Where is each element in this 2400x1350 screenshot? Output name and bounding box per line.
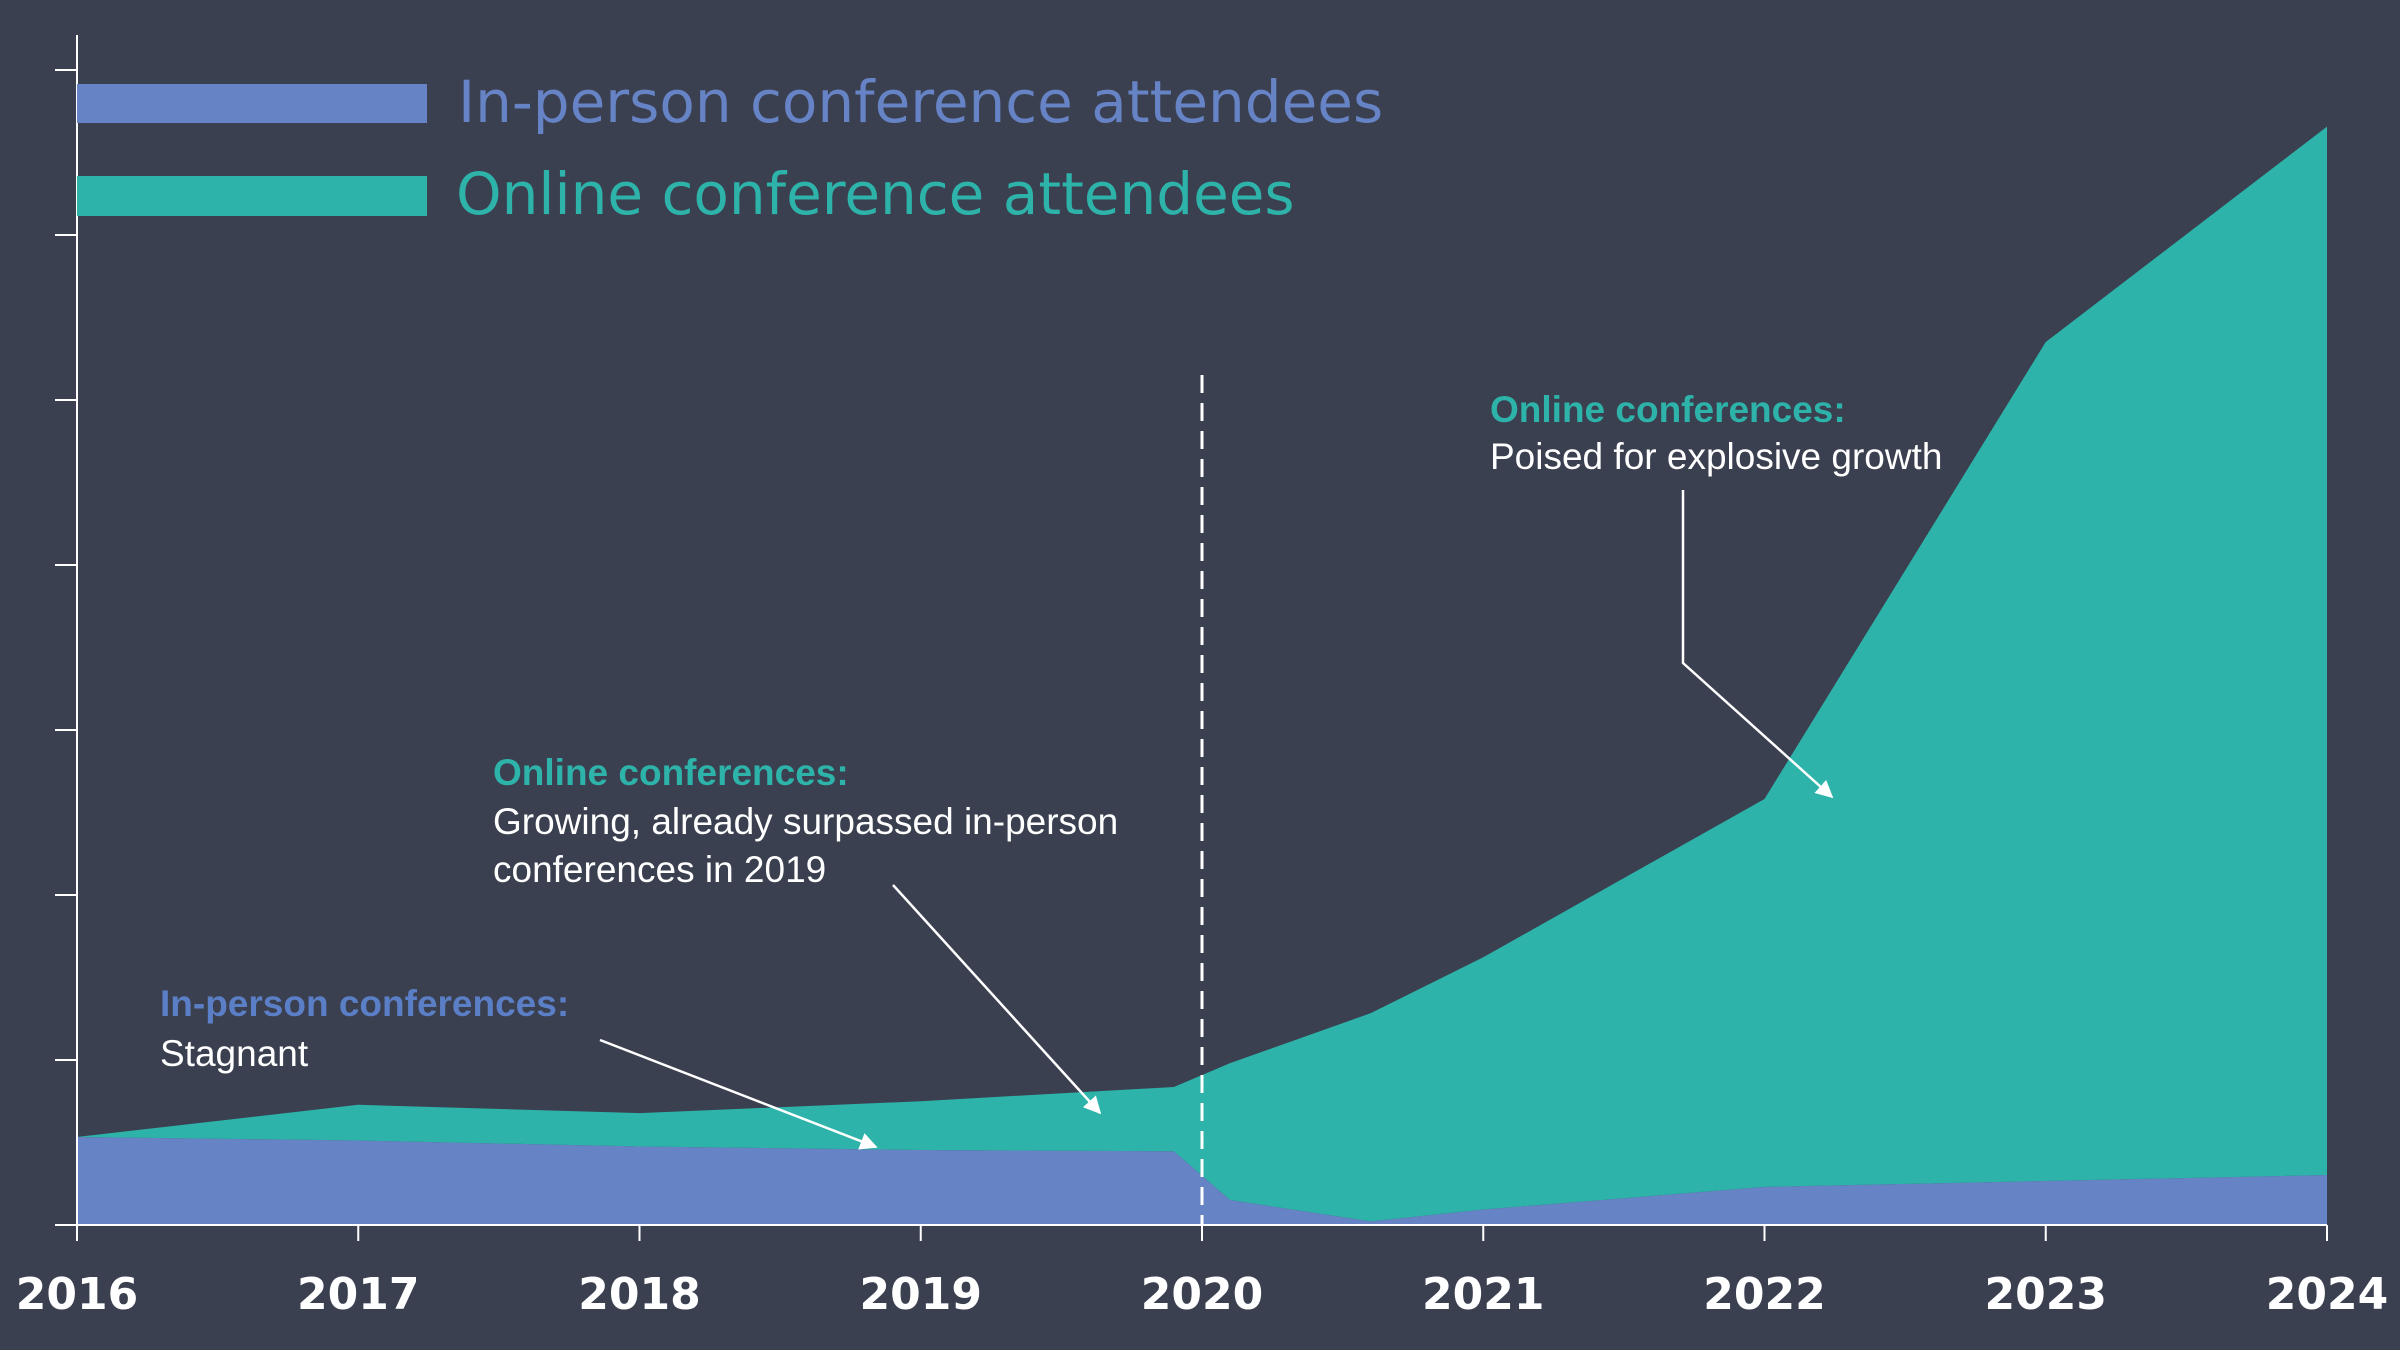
annotation-online-2019-line-1: Growing, already surpassed in-person (493, 801, 1118, 842)
x-tick-label-2020: 2020 (1141, 1269, 1263, 1320)
legend-swatch-in-person (77, 84, 427, 123)
annotation-online-2019-line-2: conferences in 2019 (493, 849, 826, 890)
area-layer (77, 126, 2327, 1225)
x-tick-label-2019: 2019 (860, 1269, 982, 1320)
legend-label-in-person: In-person conference attendees (458, 68, 1383, 136)
annotation-in-person-line-1: Stagnant (160, 1033, 309, 1074)
x-tick-label-2016: 2016 (16, 1269, 138, 1320)
x-tick-label-2021: 2021 (1422, 1269, 1544, 1320)
annotation-in-person: In-person conferences: Stagnant (160, 983, 878, 1150)
annotations: In-person conferences: Stagnant Online c… (160, 389, 1942, 1150)
x-tick-label-2018: 2018 (578, 1269, 700, 1320)
annotation-online-growth: Online conferences: Poised for explosive… (1490, 389, 1942, 799)
x-ticks: 2016 2017 2018 2019 2020 2021 2022 2023 2024 (16, 1225, 2388, 1320)
annotation-online-2019-arrow (892, 884, 1102, 1115)
x-tick-label-2017: 2017 (297, 1269, 419, 1320)
area-series-1 (77, 126, 2327, 1222)
annotation-online-growth-line-1: Poised for explosive growth (1490, 436, 1942, 477)
annotation-in-person-heading: In-person conferences: (160, 983, 569, 1024)
x-tick-label-2022: 2022 (1703, 1269, 1825, 1320)
axes: 2016 2017 2018 2019 2020 2021 2022 2023 2024 (16, 35, 2388, 1320)
x-tick-label-2023: 2023 (1985, 1269, 2107, 1320)
annotation-online-growth-arrow (1681, 490, 1834, 799)
area-series-0 (77, 1136, 2327, 1225)
annotation-online-2019-heading: Online conferences: (493, 752, 849, 793)
legend: In-person conference attendees Online co… (77, 68, 1383, 228)
legend-swatch-online (77, 176, 427, 216)
legend-label-online: Online conference attendees (456, 160, 1295, 228)
y-ticks (55, 69, 77, 1226)
annotation-online-growth-heading: Online conferences: (1490, 389, 1846, 430)
annotation-in-person-arrow (599, 1038, 878, 1150)
annotation-online-2019: Online conferences: Growing, already sur… (493, 752, 1118, 1115)
x-tick-label-2024: 2024 (2266, 1269, 2388, 1320)
